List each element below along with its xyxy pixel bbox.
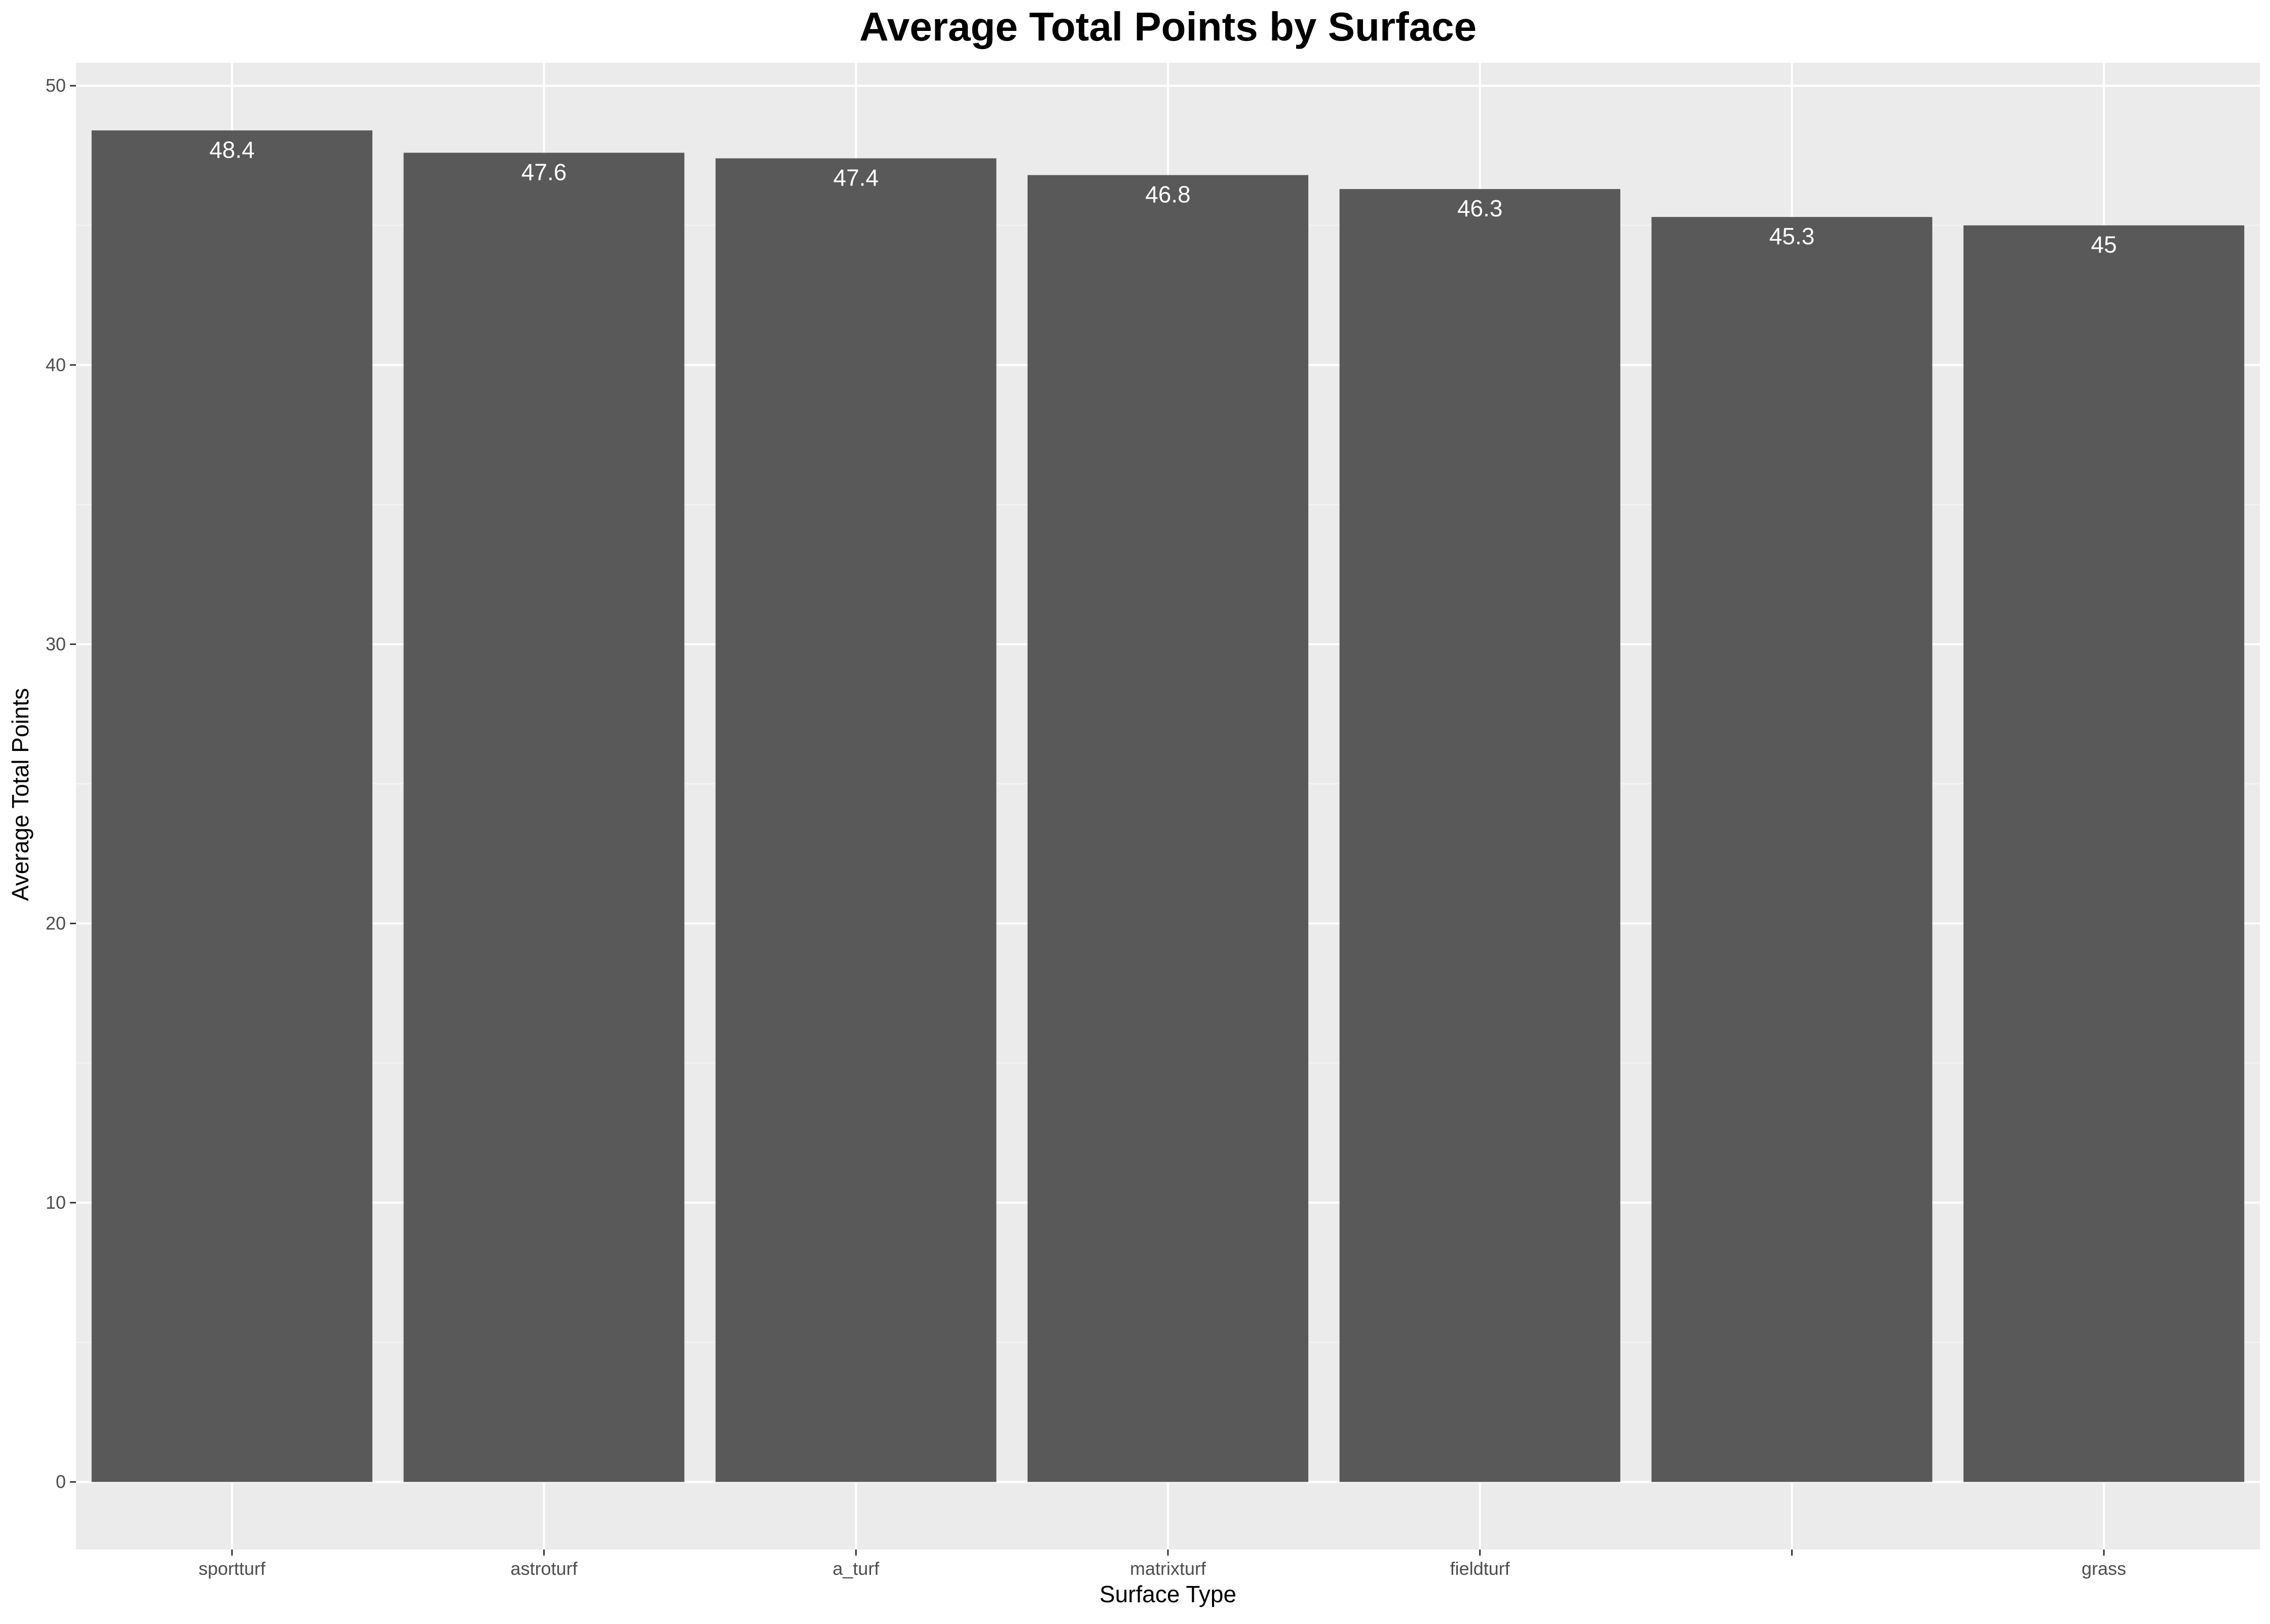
bar	[1027, 175, 1309, 1482]
y-axis: 0 10 20 30 40 50	[46, 75, 76, 1492]
bar-value-label: 45	[2091, 232, 2117, 258]
bar-value-label: 47.4	[834, 164, 879, 191]
y-tick-label: 10	[46, 1192, 66, 1213]
y-axis-title: Average Total Points	[7, 688, 33, 901]
bar	[403, 153, 685, 1482]
bar	[91, 130, 372, 1482]
y-tick-label: 30	[46, 633, 66, 654]
x-tick-label: a_turf	[833, 1558, 880, 1579]
plot-panel: 48.4 47.6 47.4 46.8 46.3 45.3 45	[76, 63, 2260, 1550]
y-tick-label: 0	[56, 1471, 66, 1492]
x-tick-label: astroturf	[511, 1558, 578, 1579]
x-tick-label: grass	[2082, 1558, 2126, 1579]
bar-value-label: 46.3	[1457, 195, 1503, 221]
y-tick-label: 50	[46, 75, 66, 96]
bar	[1651, 217, 1933, 1482]
bar	[715, 158, 997, 1482]
bar	[1339, 189, 1620, 1482]
x-tick-label: sportturf	[199, 1558, 266, 1579]
x-tick-label: matrixturf	[1130, 1558, 1206, 1579]
x-axis: sportturf astroturf a_turf matrixturf fieldt…	[199, 1550, 2126, 1579]
bar-value-label: 47.6	[521, 159, 567, 185]
bar-value-label: 48.4	[209, 136, 255, 163]
y-tick-label: 40	[46, 354, 66, 375]
bar	[1963, 225, 2245, 1482]
bar-value-label: 45.3	[1769, 223, 1815, 249]
x-axis-title: Surface Type	[1100, 1581, 1236, 1607]
bar-value-label: 46.8	[1145, 181, 1191, 208]
y-tick-label: 20	[46, 913, 66, 933]
x-tick-label: fieldturf	[1450, 1558, 1510, 1579]
chart-title: Average Total Points by Surface	[859, 4, 1477, 49]
